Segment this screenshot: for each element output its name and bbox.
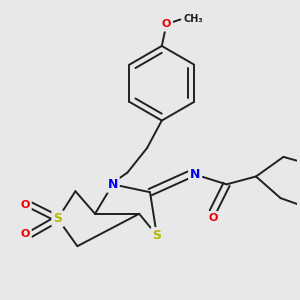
Text: CH₃: CH₃: [183, 14, 203, 25]
Text: S: S: [152, 229, 161, 242]
Text: O: O: [21, 200, 30, 210]
Text: O: O: [21, 230, 30, 239]
Text: O: O: [208, 213, 218, 223]
Text: S: S: [53, 212, 62, 225]
Text: O: O: [162, 20, 171, 29]
Text: N: N: [190, 168, 200, 181]
Text: N: N: [107, 178, 118, 191]
